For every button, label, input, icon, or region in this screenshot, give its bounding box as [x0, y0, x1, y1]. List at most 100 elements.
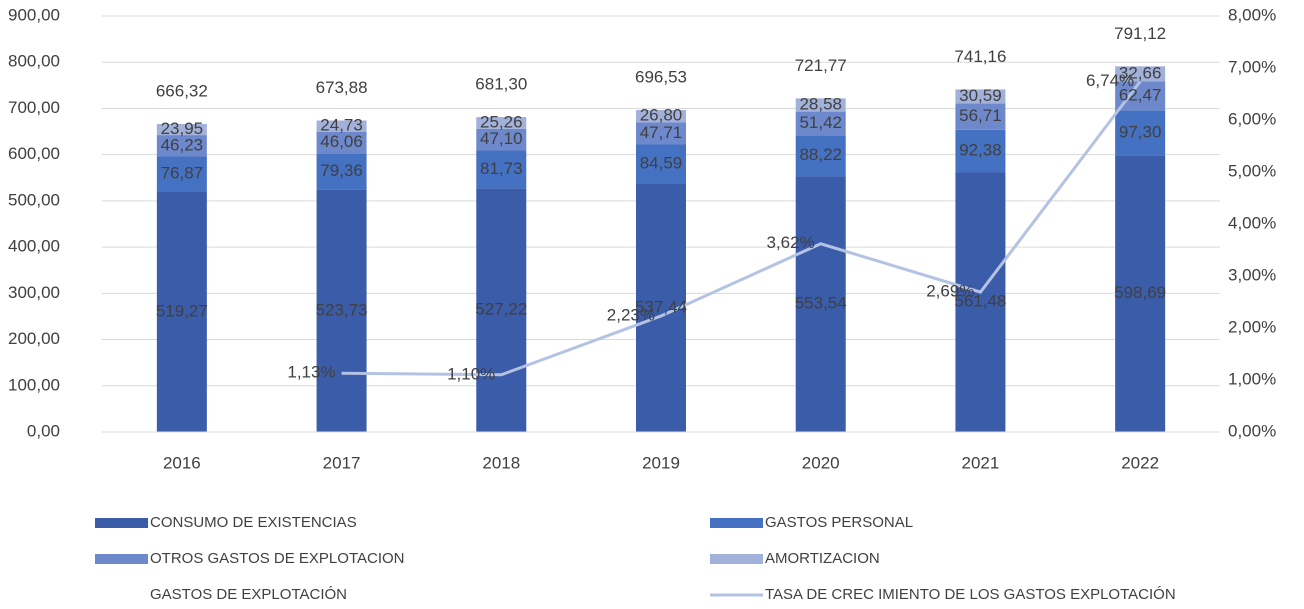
y-tick-label: 100,00 [8, 375, 60, 394]
bar-segment [955, 89, 1006, 104]
bar-label: 76,87 [161, 164, 204, 183]
legend-label: TASA DE CREC IMIENTO DE LOS GASTOS EXPLO… [765, 586, 1176, 603]
y-tick-label: 800,00 [8, 52, 60, 71]
y2-tick-label: 6,00% [1228, 109, 1276, 128]
total-label: 681,30 [475, 75, 527, 94]
bar-segment [1115, 110, 1166, 156]
x-tick-label: 2016 [163, 453, 201, 472]
y-tick-label: 900,00 [8, 5, 60, 24]
bar-segment [156, 135, 207, 157]
bar-segment [795, 176, 846, 432]
bar-label: 47,10 [480, 129, 523, 148]
bar-segment [795, 98, 846, 112]
total-label: 673,88 [316, 78, 368, 97]
bar-label: 81,73 [480, 159, 523, 178]
x-tick-label: 2022 [1121, 453, 1159, 472]
y2-tick-label: 2,00% [1228, 317, 1276, 336]
total-label: 696,53 [635, 68, 687, 87]
bar-segment [476, 117, 527, 129]
bar-segment [476, 150, 527, 189]
legend-label: GASTOS PERSONAL [765, 514, 913, 531]
y-tick-label: 200,00 [8, 329, 60, 348]
bar-segment [316, 153, 367, 190]
bar-label: 47,71 [640, 123, 683, 142]
legend-swatch [95, 518, 148, 528]
bar-label: 23,95 [161, 119, 204, 138]
bar-label: 25,26 [480, 112, 523, 131]
bar-segment [636, 110, 686, 123]
bar-segment [316, 120, 367, 132]
legend-swatch [710, 518, 763, 528]
total-label: 741,16 [954, 47, 1006, 66]
bar-label: 88,22 [799, 145, 842, 164]
y-tick-label: 0,00 [27, 421, 60, 440]
bar-segment [955, 103, 1006, 130]
bar-label: 26,80 [640, 106, 683, 125]
bar-label: 598,69 [1114, 283, 1166, 302]
y2-tick-label: 0,00% [1228, 421, 1276, 440]
line-label: 1,13% [287, 363, 335, 382]
legend-label: OTROS GASTOS DE EXPLOTACION [150, 550, 405, 567]
bar-label: 51,42 [799, 113, 842, 132]
legend-label: GASTOS DE EXPLOTACIÓN [150, 586, 347, 603]
bar-label: 84,59 [640, 154, 683, 173]
y-tick-label: 600,00 [8, 144, 60, 163]
x-tick-label: 2021 [962, 453, 1000, 472]
x-tick-label: 2017 [323, 453, 361, 472]
bar-segment [156, 191, 207, 432]
bar-label: 46,06 [320, 132, 363, 151]
bar-label: 28,58 [799, 94, 842, 113]
bar-label: 62,47 [1119, 85, 1162, 104]
bar-segment [795, 111, 846, 136]
legend-label: CONSUMO DE EXISTENCIAS [150, 514, 357, 531]
bar-label: 97,30 [1119, 122, 1162, 141]
bar-label: 32,66 [1119, 63, 1162, 82]
y-tick-label: 700,00 [8, 98, 60, 117]
line-label: 2,23% [607, 306, 655, 325]
y2-tick-label: 8,00% [1228, 5, 1276, 24]
bar-segment [636, 144, 686, 184]
y-tick-label: 500,00 [8, 190, 60, 209]
total-label: 721,77 [795, 56, 847, 75]
line-label: 3,62% [767, 233, 815, 252]
bar-label: 537,44 [635, 297, 687, 316]
bar-label: 527,22 [475, 300, 527, 319]
y2-tick-label: 1,00% [1228, 369, 1276, 388]
bar-label: 30,59 [959, 86, 1002, 105]
y2-tick-label: 5,00% [1228, 161, 1276, 180]
bar-segment [156, 156, 207, 192]
bar-label: 92,38 [959, 141, 1002, 160]
bar-label: 519,27 [156, 301, 208, 320]
line-label: 6,74% [1086, 71, 1134, 90]
bar-segment [316, 189, 367, 432]
x-tick-label: 2020 [802, 453, 840, 472]
bar-label: 56,71 [959, 106, 1002, 125]
bar-segment [476, 188, 527, 432]
y2-tick-label: 7,00% [1228, 57, 1276, 76]
legend-swatch [95, 554, 148, 564]
bar-segment [1115, 66, 1166, 82]
y2-tick-label: 4,00% [1228, 213, 1276, 232]
legend-label: AMORTIZACION [765, 550, 880, 567]
x-tick-label: 2018 [482, 453, 520, 472]
bar-label: 523,73 [316, 300, 368, 319]
growth-line [341, 80, 1142, 377]
bar-segment [476, 128, 527, 151]
x-tick-label: 2019 [642, 453, 680, 472]
bar-segment [955, 129, 1006, 173]
legend-swatch [710, 554, 763, 564]
total-label: 791,12 [1114, 24, 1166, 43]
bar-label: 553,54 [795, 294, 847, 313]
y-tick-label: 400,00 [8, 237, 60, 256]
bar-segment [955, 172, 1006, 432]
bar-label: 24,73 [320, 116, 363, 135]
bar-label: 561,48 [954, 292, 1006, 311]
bar-segment [795, 135, 846, 177]
bar-segment [636, 122, 686, 145]
y2-tick-label: 3,00% [1228, 265, 1276, 284]
line-label: 2,69% [926, 282, 974, 301]
line-label: 1,10% [447, 364, 495, 383]
bar-segment [156, 124, 207, 136]
bar-segment [316, 131, 367, 154]
